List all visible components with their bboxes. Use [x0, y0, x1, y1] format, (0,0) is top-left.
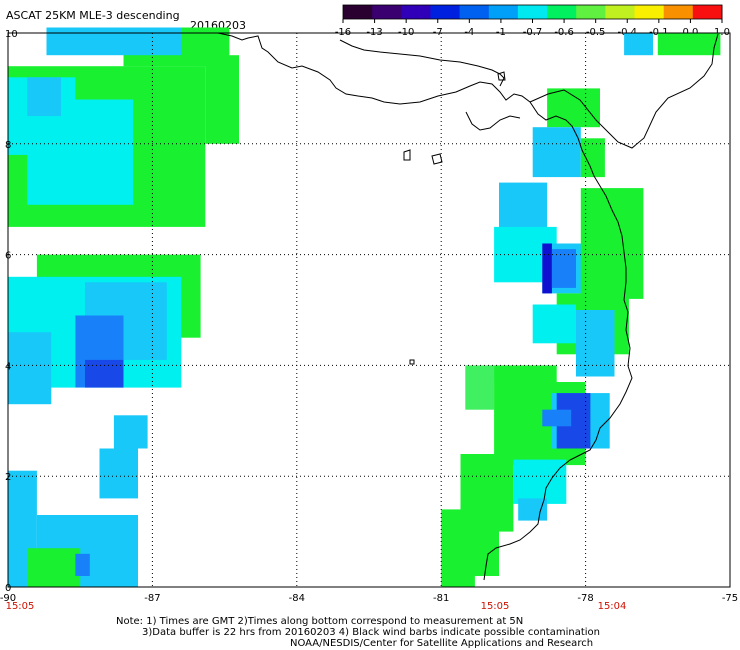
island-1	[431, 153, 443, 165]
lat-label: 0	[5, 583, 11, 594]
island-3	[497, 71, 506, 81]
lat-label: 10	[5, 29, 18, 40]
swath-cell-27	[580, 188, 644, 299]
swath-cell-18	[75, 553, 90, 576]
swath-cell-25	[542, 243, 552, 294]
swath-cell-38	[513, 459, 567, 504]
swath-cell-43	[657, 33, 721, 56]
lon-label: -81	[433, 593, 449, 604]
lat-label: 6	[5, 251, 11, 262]
panama-gulf-coast	[465, 111, 521, 131]
footnote-line-3: NOAA/NESDIS/Center for Satellite Applica…	[290, 638, 594, 649]
measurement-time: 15:05	[6, 601, 35, 612]
swath-cell-30	[576, 310, 615, 377]
swath-cell-39	[518, 498, 548, 521]
swath-cell-42	[624, 33, 653, 56]
footnote-line-2: 3)Data buffer is 22 hrs from 20160203 4)…	[142, 627, 600, 638]
colorbar-segment	[605, 5, 636, 19]
colorbar-segment	[517, 5, 548, 19]
colorbar-segment	[343, 5, 373, 19]
swath-cell-26	[551, 249, 576, 288]
swath-cell-14	[99, 448, 138, 499]
colorbar-segment	[430, 5, 461, 19]
island-4	[409, 359, 415, 365]
colombia-north-coast	[529, 33, 719, 149]
colorbar-segment	[692, 5, 723, 19]
swath-cell-6	[27, 77, 61, 117]
lon-label: -78	[577, 593, 593, 604]
swath-cell-32	[465, 365, 495, 410]
lat-label: 4	[5, 361, 11, 372]
colorbar-segment	[401, 5, 431, 19]
central-america-coast	[217, 32, 633, 581]
swath-cell-31	[489, 365, 557, 382]
lon-label: -75	[722, 593, 738, 604]
map-title: ASCAT 25KM MLE-3 descending	[6, 9, 180, 22]
swath-cell-1	[46, 27, 182, 56]
swath-cell-21	[580, 138, 605, 178]
measurement-time: 15:05	[481, 601, 510, 612]
swath-cell-29	[532, 304, 576, 344]
footnote-line-1: Note: 1) Times are GMT 2)Times along bot…	[116, 616, 524, 627]
measurement-time: 15:04	[598, 601, 627, 612]
lon-label: -87	[144, 593, 160, 604]
swath-cell-20	[532, 127, 581, 178]
wind-swath-cells	[8, 27, 721, 587]
colorbar-segment	[547, 5, 577, 19]
lat-label: 8	[5, 140, 11, 151]
swath-cell-36	[542, 409, 572, 427]
colorbar-segment	[459, 5, 490, 19]
swath-cell-17	[27, 548, 81, 587]
swath-cell-12	[8, 332, 52, 405]
lat-label: 2	[5, 472, 11, 483]
lon-label: -84	[289, 593, 305, 604]
colorbar-segment	[576, 5, 606, 19]
swath-cell-19	[547, 88, 600, 128]
island-2	[403, 149, 411, 161]
swath-cell-3	[205, 55, 239, 144]
colorbar-segment	[488, 5, 519, 19]
swath-cell-11	[85, 359, 124, 388]
swath-cell-13	[113, 415, 148, 449]
colorbar-segment	[663, 5, 694, 19]
colorbar-segment	[634, 5, 665, 19]
lon-label: -90	[0, 593, 16, 604]
swath-cell-41	[460, 526, 499, 576]
lat-lon-grid	[7, 32, 731, 588]
north-coast	[339, 39, 505, 87]
colorbar-segment	[372, 5, 402, 19]
map-axes: -90 -87 -84 -81 -78 -75 0 2 4 6 8 10 15:05 15:05 15:04	[0, 29, 738, 612]
map-frame	[7, 32, 731, 588]
coastline	[217, 32, 719, 581]
